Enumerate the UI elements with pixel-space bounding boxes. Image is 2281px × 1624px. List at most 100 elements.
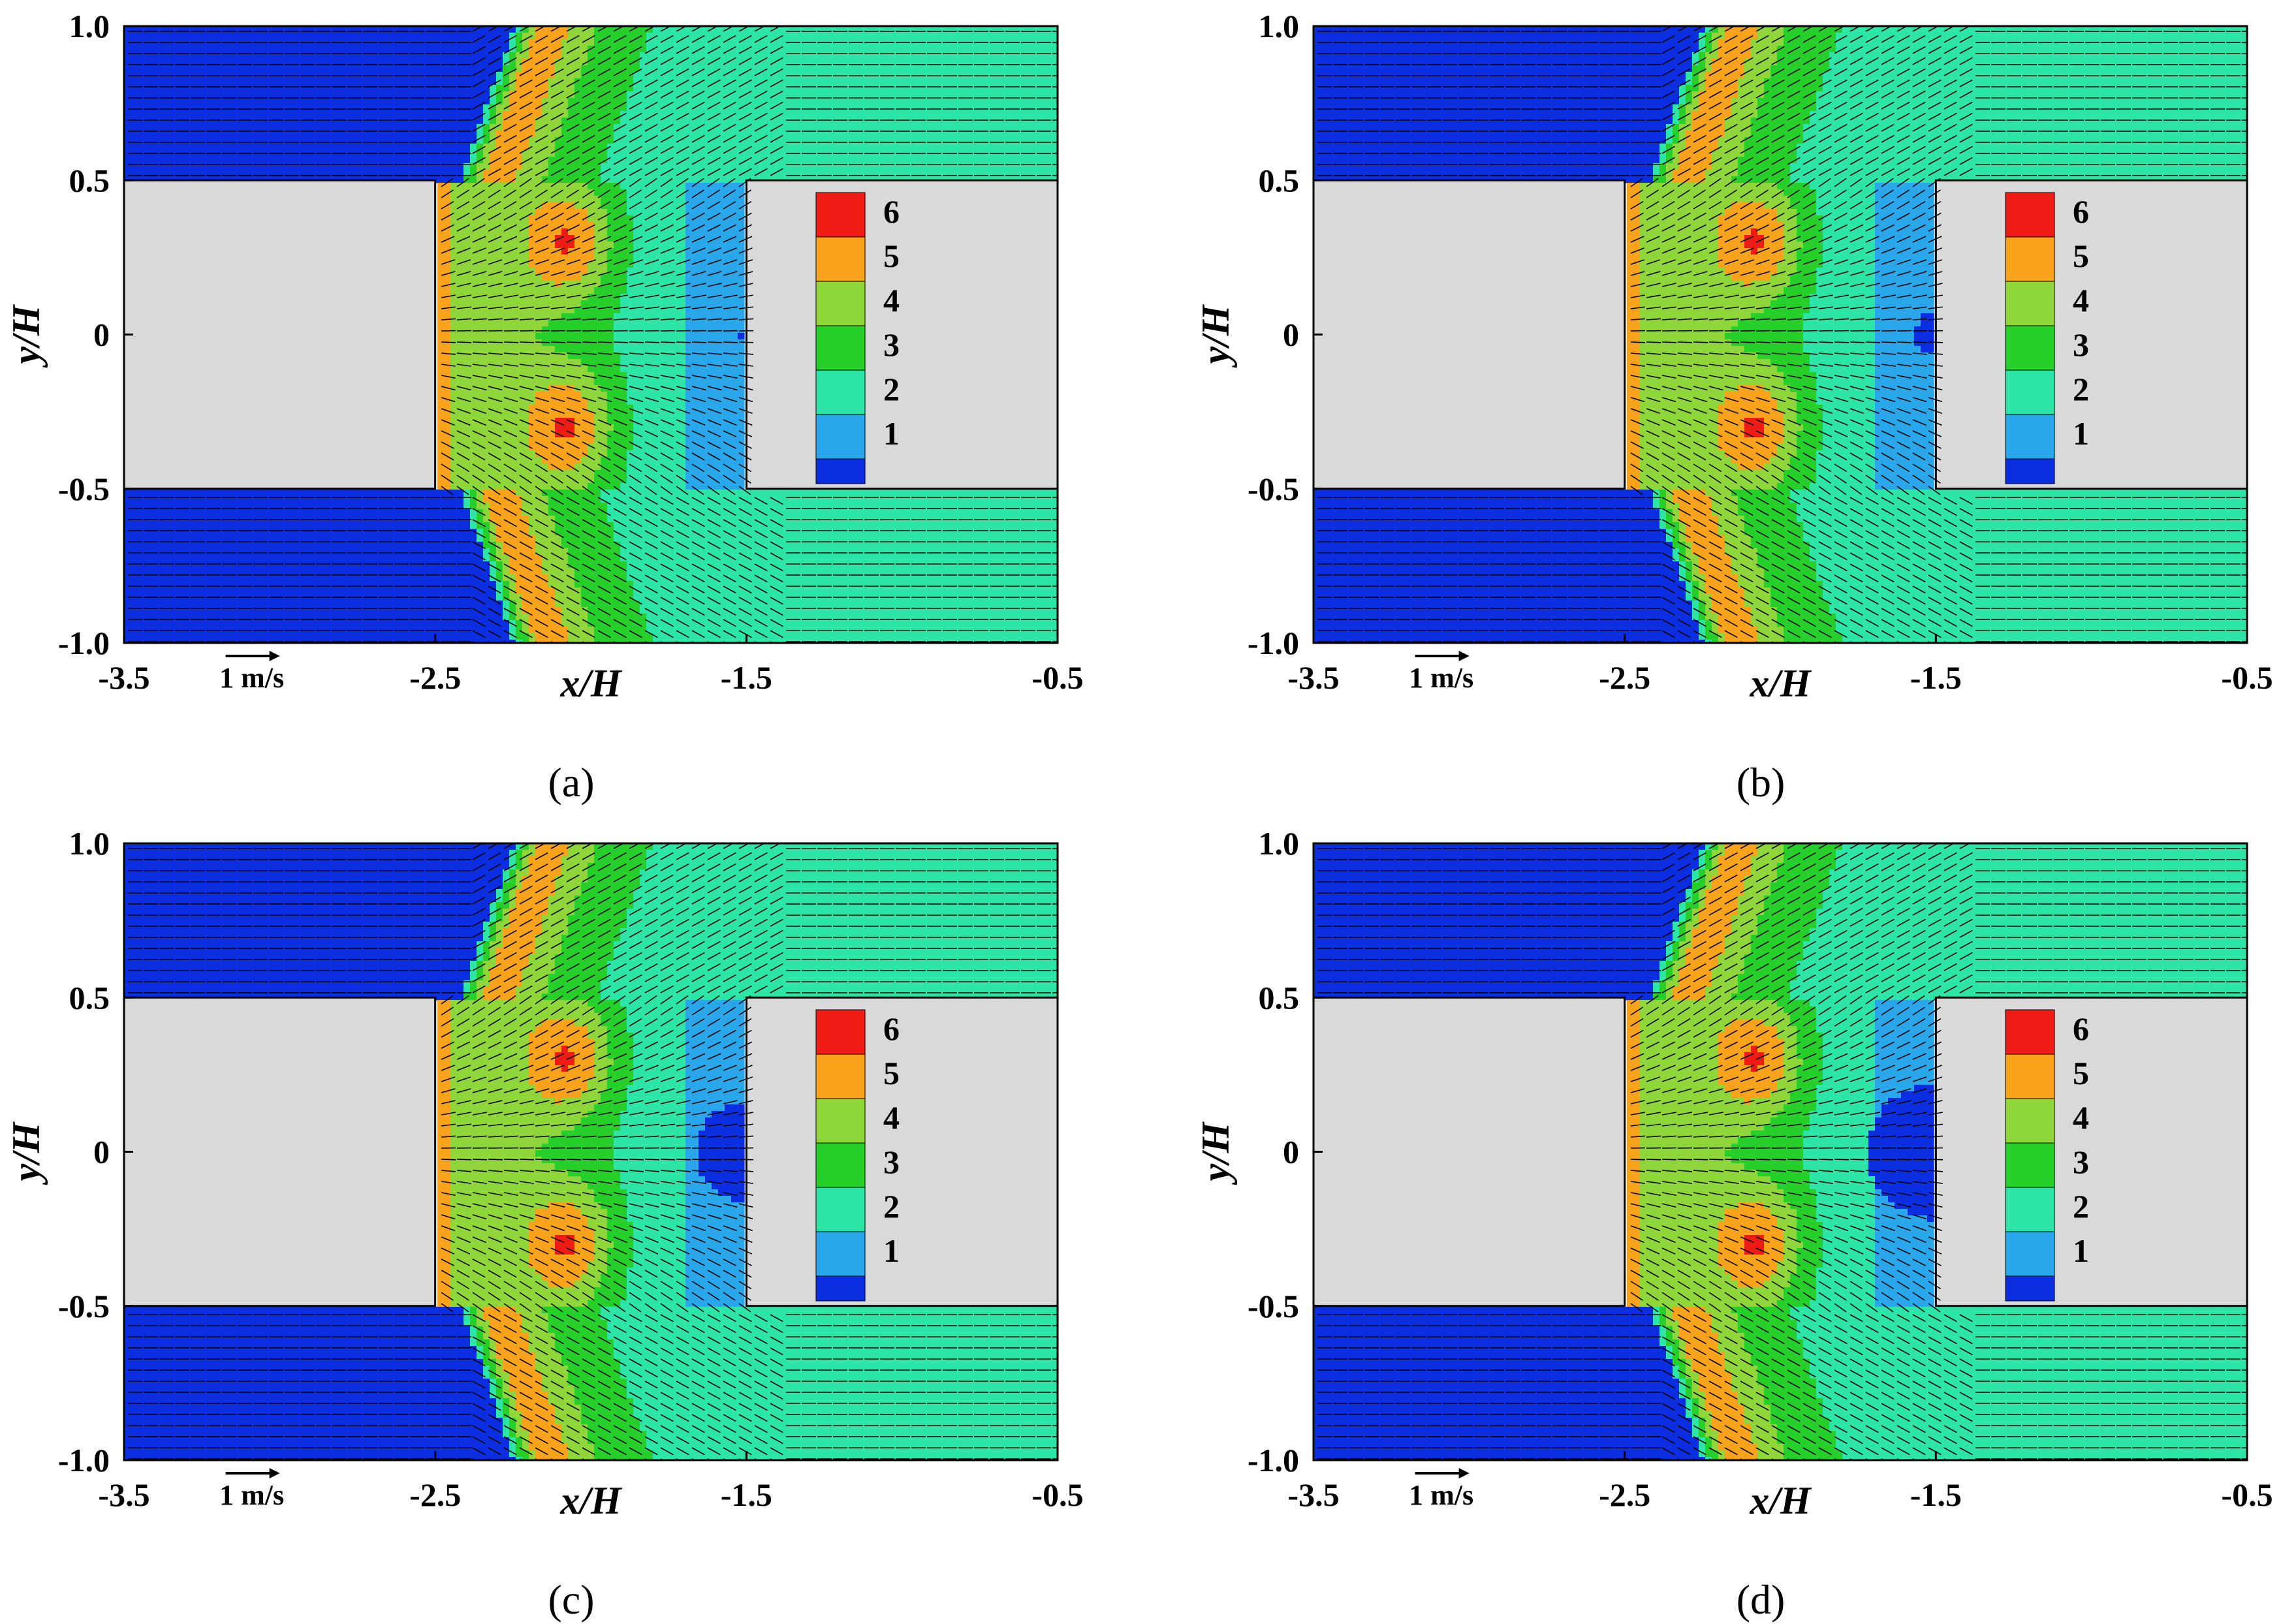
- x-tick-label: -2.5: [1599, 1476, 1650, 1513]
- y-tick-label: 0: [93, 317, 110, 353]
- legend-label: 2: [2073, 371, 2089, 407]
- legend-swatch: [816, 459, 865, 484]
- x-tick-label: -1.5: [721, 1476, 772, 1513]
- y-tick-label: -0.5: [1248, 1288, 1299, 1324]
- x-tick-label: -0.5: [1031, 1476, 1083, 1513]
- solid-block-left: [1314, 180, 1625, 489]
- x-tick-label: -0.5: [2221, 1476, 2273, 1513]
- legend-swatch: [2006, 193, 2054, 237]
- y-axis-label: y/H: [1194, 304, 1237, 367]
- solid-block-left: [1314, 997, 1625, 1306]
- legend-label: 1: [2073, 1232, 2089, 1269]
- y-tick-label: 1.0: [69, 8, 110, 44]
- y-tick-label: 0.5: [1259, 162, 1300, 198]
- legend-swatch: [2006, 237, 2054, 281]
- legend-swatch: [816, 1054, 865, 1099]
- y-tick-label: 0.5: [69, 979, 110, 1016]
- legend-swatch: [816, 281, 865, 326]
- x-tick-label: -2.5: [1599, 659, 1650, 696]
- x-tick-label: -3.5: [98, 659, 149, 696]
- legend-label: 4: [2073, 282, 2089, 319]
- y-tick-label: 1.0: [1259, 8, 1300, 44]
- panel-label: (c): [548, 1576, 594, 1623]
- x-tick-label: -3.5: [98, 1476, 149, 1513]
- x-tick-label: -2.5: [409, 1476, 461, 1513]
- vector-scale-label: 1 m/s: [219, 662, 284, 694]
- legend-swatch: [2006, 370, 2054, 414]
- x-tick-label: -0.5: [1031, 659, 1083, 696]
- vector-scale-arrowhead: [270, 1468, 280, 1478]
- legend-label: 3: [883, 326, 900, 363]
- legend-swatch: [816, 370, 865, 414]
- panel-3: -3.5 -2.5 -1.5 -0.5 1.0 0.5 0 -0.5 -1.0 x/H y/H 1 m…: [1194, 825, 2273, 1623]
- y-tick-label: -0.5: [58, 471, 110, 507]
- legend-label: 2: [2073, 1188, 2089, 1225]
- solid-block-right: [1936, 180, 2247, 489]
- x-tick-label: -3.5: [1287, 659, 1339, 696]
- legend-label: 4: [883, 282, 900, 319]
- legend-swatch: [816, 1187, 865, 1232]
- legend-swatch: [816, 1276, 865, 1301]
- legend-swatch: [816, 1143, 865, 1187]
- legend-label: 2: [883, 371, 900, 407]
- legend-swatch: [2006, 1099, 2054, 1143]
- y-tick-label: -1.0: [1248, 1442, 1299, 1478]
- legend-label: 6: [2073, 193, 2089, 230]
- legend-swatch: [2006, 1276, 2054, 1301]
- x-axis-label: x/H: [559, 662, 623, 705]
- legend-label: 5: [2073, 1055, 2089, 1091]
- solid-block-right: [746, 997, 1058, 1306]
- y-tick-label: 0: [93, 1134, 110, 1170]
- solid-block-left: [124, 180, 435, 489]
- legend-swatch: [816, 237, 865, 281]
- legend-swatch: [816, 326, 865, 370]
- y-tick-label: -1.0: [58, 1442, 110, 1478]
- legend-label: 2: [883, 1188, 900, 1225]
- y-tick-label: 1.0: [69, 825, 110, 862]
- vector-scale-arrowhead: [1459, 1468, 1470, 1478]
- legend-label: 1: [883, 1232, 900, 1269]
- legend-label: 3: [883, 1144, 900, 1180]
- legend-label: 1: [2073, 415, 2089, 452]
- vector-scale-arrowhead: [1459, 651, 1470, 661]
- legend-swatch: [816, 1010, 865, 1054]
- x-axis-label: x/H: [559, 1479, 623, 1522]
- x-tick-label: -3.5: [1287, 1476, 1339, 1513]
- vector-scale-label: 1 m/s: [1409, 662, 1473, 694]
- x-tick-label: -1.5: [1910, 1476, 1962, 1513]
- panel-label: (d): [1737, 1576, 1785, 1623]
- y-tick-label: 1.0: [1259, 825, 1300, 862]
- legend-label: 1: [883, 415, 900, 452]
- x-axis-label: x/H: [1749, 662, 1812, 705]
- legend-swatch: [2006, 1232, 2054, 1276]
- x-tick-label: -0.5: [2221, 659, 2273, 696]
- legend-swatch: [816, 414, 865, 459]
- y-tick-label: -0.5: [58, 1288, 110, 1324]
- y-axis-label: y/H: [5, 1121, 48, 1185]
- y-tick-label: 0: [1283, 1134, 1299, 1170]
- y-tick-label: 0: [1283, 317, 1299, 353]
- x-tick-label: -1.5: [1910, 659, 1962, 696]
- legend-label: 6: [2073, 1010, 2089, 1047]
- panel-1: -3.5 -2.5 -1.5 -0.51.00.50-0.5-1.0x/Hy/H1 m…: [1194, 8, 2273, 805]
- y-tick-label: 0.5: [1259, 979, 1300, 1016]
- legend-swatch: [2006, 326, 2054, 370]
- panel-0: -3.5 -2.5 -1.5 -0.51.00.50-0.5-1.0x/Hy/H1 m…: [5, 8, 1084, 805]
- y-tick-label: 0.5: [69, 162, 110, 198]
- legend-label: 5: [883, 238, 900, 274]
- y-tick-label: -1.0: [58, 625, 110, 661]
- legend-label: 3: [2073, 1144, 2089, 1180]
- vector-scale-arrowhead: [270, 651, 280, 661]
- legend-label: 5: [2073, 238, 2089, 274]
- legend-swatch: [816, 1099, 865, 1143]
- y-tick-label: -1.0: [1248, 625, 1299, 661]
- legend-label: 4: [2073, 1099, 2089, 1136]
- legend-label: 6: [883, 193, 900, 230]
- solid-block-left: [124, 997, 435, 1306]
- panel-label: (a): [548, 759, 594, 805]
- y-axis-label: y/H: [5, 304, 48, 367]
- y-axis-label: y/H: [1194, 1121, 1237, 1185]
- x-axis-label: x/H: [1749, 1479, 1812, 1522]
- vector-scale-label: 1 m/s: [1409, 1479, 1473, 1511]
